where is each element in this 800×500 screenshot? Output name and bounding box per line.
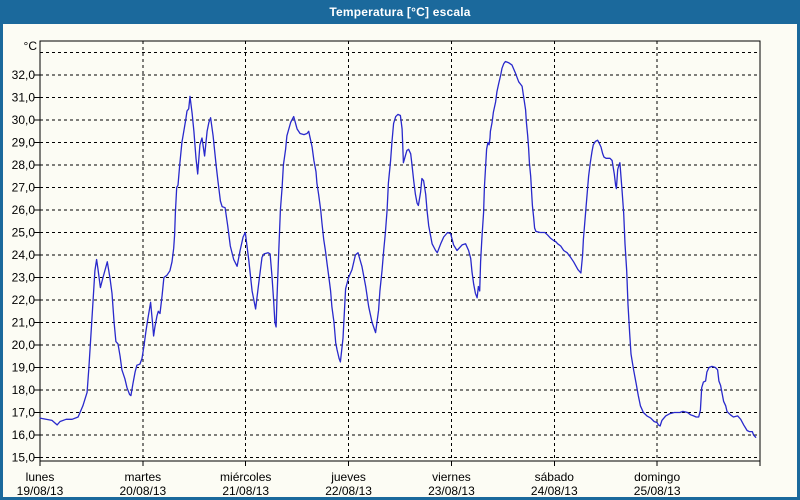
window-title: Temperatura [°C] escala xyxy=(329,5,471,19)
y-axis-tick-label: 16,0 xyxy=(12,428,36,442)
y-axis-tick-label: 25,0 xyxy=(12,226,36,240)
x-axis-day-label: miércoles xyxy=(220,470,271,484)
window-frame-right xyxy=(797,0,800,500)
window-frame-left xyxy=(0,0,3,500)
y-axis-tick-label: 21,0 xyxy=(12,316,36,330)
x-axis-date-label: 25/08/13 xyxy=(634,484,681,498)
x-axis-date-label: 23/08/13 xyxy=(428,484,475,498)
y-axis-tick-label: 15,0 xyxy=(12,451,36,465)
y-axis-tick-label: 26,0 xyxy=(12,203,36,217)
plot-border xyxy=(39,40,761,462)
y-axis-tick-label: 27,0 xyxy=(12,181,36,195)
y-axis-tick-label: 31,0 xyxy=(12,91,36,105)
x-axis-day-label: martes xyxy=(125,470,162,484)
x-axis-date-label: 19/08/13 xyxy=(17,484,64,498)
x-axis-day-label: viernes xyxy=(432,470,471,484)
x-axis-date-label: 24/08/13 xyxy=(531,484,578,498)
y-axis-tick-label: 29,0 xyxy=(12,136,36,150)
y-axis-tick-label: 17,0 xyxy=(12,406,36,420)
title-bar: Temperatura [°C] escala xyxy=(0,0,800,24)
x-axis-date-label: 20/08/13 xyxy=(119,484,166,498)
y-axis-tick-label: 32,0 xyxy=(12,68,36,82)
y-axis-tick-label: 22,0 xyxy=(12,293,36,307)
y-axis-tick-label: 20,0 xyxy=(12,338,36,352)
y-axis-unit-label: °C xyxy=(24,39,38,53)
x-axis-day-label: jueves xyxy=(330,470,366,484)
y-axis-tick-label: 28,0 xyxy=(12,158,36,172)
temperature-line xyxy=(39,60,757,438)
y-axis-tick-label: 23,0 xyxy=(12,271,36,285)
x-axis-date-label: 21/08/13 xyxy=(222,484,269,498)
x-axis-date-label: 22/08/13 xyxy=(325,484,372,498)
x-axis-day-label: domingo xyxy=(634,470,680,484)
y-axis-tick-label: 24,0 xyxy=(12,248,36,262)
x-axis-day-label: lunes xyxy=(26,470,55,484)
x-axis-day-label: sábado xyxy=(535,470,575,484)
y-axis-tick-label: 30,0 xyxy=(12,113,36,127)
window-frame-bottom xyxy=(0,497,800,500)
y-axis-tick-label: 18,0 xyxy=(12,383,36,397)
y-axis-tick-label: 19,0 xyxy=(12,361,36,375)
